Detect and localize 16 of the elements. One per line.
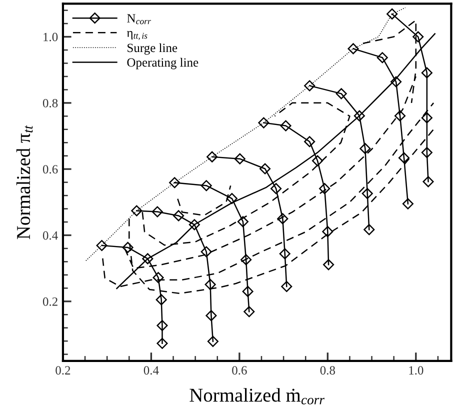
x-tick-label: 1.0 — [409, 366, 424, 375]
y-tick-label: 1.0 — [44, 32, 58, 42]
y-tick-label: 0.2 — [42, 297, 58, 306]
x-tick-label: 0.4 — [144, 366, 159, 375]
y-axis-title: Normalized π$_{tt}$ — [16, 125, 33, 240]
y-tick-label: 0.6 — [42, 165, 58, 174]
x-axis-title: Normalized ṁ$_{corr}$ — [190, 388, 325, 404]
legend-label: Surge line — [128, 43, 178, 55]
y-tick-label: 0.4 — [42, 231, 58, 240]
x-tick-label: 0.2 — [56, 366, 70, 375]
legend-label: Operating line — [127, 58, 198, 70]
x-tick-label: 0.6 — [232, 366, 247, 375]
y-tick-label: 0.8 — [42, 98, 58, 108]
legend-label: η$_{tt,is}$ — [126, 30, 148, 40]
x-tick-label: 0.8 — [320, 366, 335, 375]
legend-label: N$_{corr}$ — [127, 14, 151, 24]
